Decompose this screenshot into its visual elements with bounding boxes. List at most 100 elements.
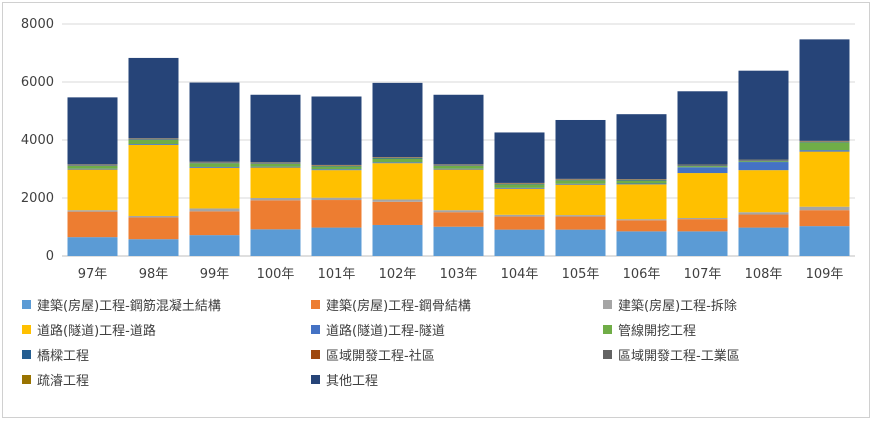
legend-swatch xyxy=(22,375,31,384)
bar-segment xyxy=(433,165,484,166)
y-tick-label: 4000 xyxy=(21,133,54,148)
bar-segment xyxy=(250,229,301,256)
bar-segment xyxy=(494,216,545,230)
bar-segment xyxy=(677,91,728,165)
legend-label: 道路(隧道)工程-道路 xyxy=(37,324,156,339)
bar-segment xyxy=(67,168,118,170)
bar-segment xyxy=(616,231,667,256)
bar-segment xyxy=(128,215,179,218)
bar-segment xyxy=(494,214,545,217)
bar-segment xyxy=(433,210,484,213)
bar-segment xyxy=(677,219,728,232)
bar-segment xyxy=(311,197,362,201)
x-tick-label: 97年 xyxy=(78,267,108,282)
bar-segment xyxy=(494,132,545,183)
bar-segment xyxy=(616,220,667,232)
bar-segment xyxy=(433,165,484,169)
bar-segment xyxy=(494,184,545,188)
bar-segment xyxy=(555,180,606,184)
bar-segment xyxy=(128,217,179,240)
x-tick-label: 104年 xyxy=(501,267,539,282)
bar-segment xyxy=(738,227,789,256)
bar-segment xyxy=(311,169,362,171)
bar-segment xyxy=(555,229,606,256)
bar-segment xyxy=(555,184,606,216)
legend-label: 建築(房屋)工程-鋼骨結構 xyxy=(326,299,471,314)
bar-segment xyxy=(372,199,423,202)
y-tick-label: 2000 xyxy=(21,191,54,206)
bar-segment xyxy=(250,94,301,163)
bar-segment xyxy=(738,160,789,162)
bar-segment xyxy=(555,119,606,179)
bar-segment xyxy=(738,170,789,213)
bar-segment xyxy=(372,158,423,163)
bar-segment xyxy=(494,187,545,189)
legend-swatch xyxy=(311,325,320,334)
bar-segment xyxy=(189,163,240,167)
bar-segment xyxy=(67,211,118,238)
legend-swatch xyxy=(22,350,31,359)
bar-segment xyxy=(799,206,850,211)
x-tick-label: 109年 xyxy=(806,267,844,282)
legend-label: 建築(房屋)工程-拆除 xyxy=(618,299,737,314)
bar-segment xyxy=(189,166,240,168)
legend-item: 區域開發工程-工業區 xyxy=(603,346,862,364)
bar-segment xyxy=(67,165,118,169)
x-tick-label: 100年 xyxy=(257,267,295,282)
bar-segment xyxy=(799,226,850,256)
bar-segment xyxy=(189,235,240,256)
legend-label: 其他工程 xyxy=(326,374,379,389)
x-tick-label: 107年 xyxy=(684,267,722,282)
bar-segment xyxy=(555,179,606,181)
bar-segment xyxy=(67,165,118,166)
x-tick-label: 103年 xyxy=(440,267,478,282)
bar-segment xyxy=(128,139,179,140)
bar-segment xyxy=(616,114,667,180)
bar-segment xyxy=(372,163,423,200)
bar-segment xyxy=(555,183,606,185)
legend-item: 道路(隧道)工程-隧道 xyxy=(311,321,603,339)
bar-segment xyxy=(799,142,850,151)
bar-segment xyxy=(250,166,301,168)
stacked-bar-chart: 0 2000 4000 6000 8000 97年 98年 99年 100年 101年 102年 10… xyxy=(21,17,855,282)
bar-segment xyxy=(555,215,606,217)
legend-swatch xyxy=(22,325,31,334)
legend-swatch xyxy=(311,300,320,309)
bar-segment xyxy=(677,167,728,174)
bar-segment xyxy=(494,183,545,185)
legend-swatch xyxy=(603,325,612,334)
x-tick-label: 102年 xyxy=(379,267,417,282)
x-tick-label: 105年 xyxy=(562,267,600,282)
bar-segment xyxy=(677,165,728,167)
legend-label: 管線開挖工程 xyxy=(618,324,697,339)
bar-segment xyxy=(677,218,728,220)
legend-swatch xyxy=(311,350,320,359)
bar-segment xyxy=(799,150,850,152)
bar-segment xyxy=(67,210,118,212)
bar-segment xyxy=(372,224,423,256)
bar-segment xyxy=(311,227,362,256)
bar-segment xyxy=(677,231,728,256)
bar-segment xyxy=(433,168,484,170)
bar-segment xyxy=(250,200,301,230)
bar-segment xyxy=(128,57,179,139)
x-tick-label: 101年 xyxy=(318,267,356,282)
bar-segment xyxy=(799,141,850,143)
legend-swatch xyxy=(311,375,320,384)
x-tick-label: 99年 xyxy=(200,267,230,282)
bar-segment xyxy=(738,162,789,171)
legend-label: 區域開發工程-社區 xyxy=(326,349,435,364)
bar-segment xyxy=(738,70,789,160)
bar-segment xyxy=(128,139,179,145)
bar-segment xyxy=(616,180,667,181)
bar-segment xyxy=(799,210,850,227)
bar-segment xyxy=(372,162,423,164)
legend-label: 道路(隧道)工程-隧道 xyxy=(326,324,445,339)
bar-segment xyxy=(250,163,301,164)
bar-segment xyxy=(433,212,484,227)
bar-segment xyxy=(189,208,240,212)
legend-label: 區域開發工程-工業區 xyxy=(618,349,740,364)
legend-swatch xyxy=(603,300,612,309)
bar-segment xyxy=(372,201,423,225)
bar-segment xyxy=(67,237,118,256)
